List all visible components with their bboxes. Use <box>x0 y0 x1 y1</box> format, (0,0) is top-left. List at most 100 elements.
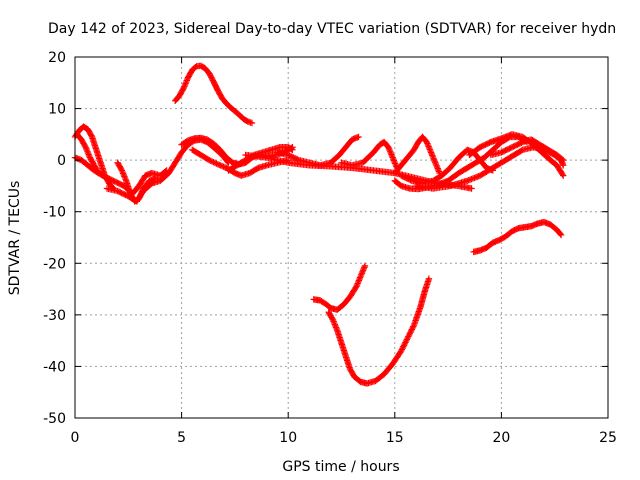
data-point <box>433 162 440 169</box>
x-axis-title: GPS time / hours <box>282 459 399 475</box>
data-point <box>386 146 393 154</box>
data-point <box>518 139 525 146</box>
data-point <box>385 145 393 152</box>
x-tick-label: 15 <box>386 430 404 446</box>
data-point <box>180 84 187 92</box>
y-tick-label: 0 <box>57 153 66 169</box>
data-point <box>217 162 224 169</box>
data-point <box>86 152 93 160</box>
grid-lines <box>75 57 608 418</box>
data-point <box>557 230 564 238</box>
data-point <box>390 155 397 163</box>
data-point <box>389 154 396 161</box>
data-point <box>207 73 214 80</box>
data-point <box>121 173 128 180</box>
data-point <box>425 275 433 282</box>
data-point <box>560 156 567 164</box>
data-point <box>289 146 296 154</box>
data-point <box>332 324 340 331</box>
data-point <box>288 145 295 153</box>
data-point <box>390 157 398 164</box>
data-point <box>357 272 364 280</box>
data-point <box>407 176 414 184</box>
data-point <box>427 147 434 155</box>
data-point <box>119 170 127 177</box>
data-point <box>430 155 437 162</box>
data-point <box>119 168 126 176</box>
data-point <box>216 161 223 169</box>
x-tick-label: 25 <box>599 430 617 446</box>
data-point <box>248 119 256 127</box>
y-tick-label: 20 <box>48 50 66 66</box>
y-tick-label: -40 <box>43 359 66 375</box>
data-point <box>427 149 435 156</box>
data-point <box>361 264 368 271</box>
data-point <box>220 163 227 170</box>
series-arc-11 <box>274 133 362 169</box>
data-point <box>207 157 214 165</box>
data-point <box>182 80 189 87</box>
data-point <box>330 319 338 327</box>
series-arc-6 <box>172 62 256 127</box>
data-point <box>353 283 360 290</box>
data-point <box>392 161 399 169</box>
data-point <box>397 347 405 355</box>
data-point <box>560 172 567 179</box>
data-point <box>387 149 395 157</box>
y-tick-label: -20 <box>43 256 66 272</box>
data-point <box>122 176 129 183</box>
data-point <box>208 74 215 81</box>
data-point <box>405 333 412 340</box>
data-point <box>468 185 475 192</box>
data-point <box>426 144 433 152</box>
data-point <box>430 156 438 163</box>
data-point <box>83 145 90 152</box>
data-point <box>356 274 364 281</box>
data-point <box>407 327 415 335</box>
data-point <box>355 133 362 141</box>
data-point <box>356 275 363 283</box>
data-point <box>210 159 217 166</box>
x-tick-label: 5 <box>177 430 186 446</box>
data-point <box>181 83 188 90</box>
series-arc-19 <box>310 262 369 313</box>
data-point <box>84 148 91 155</box>
data-points <box>71 62 567 387</box>
data-point <box>360 265 367 273</box>
data-point <box>424 141 432 149</box>
data-point <box>402 337 410 345</box>
series-arc-18 <box>487 136 567 164</box>
data-point <box>385 144 392 151</box>
data-point <box>410 323 417 330</box>
data-point <box>84 149 92 157</box>
data-point <box>179 86 187 93</box>
data-point <box>391 158 398 166</box>
data-point <box>432 159 439 166</box>
data-point <box>358 270 366 277</box>
data-point <box>329 316 337 324</box>
data-point <box>400 343 407 350</box>
data-point <box>359 267 367 274</box>
data-point <box>182 78 190 86</box>
y-axis-title: SDTVAR / TECUs <box>7 181 23 296</box>
data-point <box>120 171 127 179</box>
y-tick-label: -10 <box>43 205 66 221</box>
x-tick-label: 0 <box>71 430 80 446</box>
data-point <box>206 70 213 77</box>
data-point <box>424 140 431 147</box>
data-point <box>206 71 214 79</box>
data-point <box>329 315 336 322</box>
data-point <box>183 77 190 84</box>
data-point <box>181 81 189 89</box>
data-point <box>403 336 411 343</box>
data-point <box>432 160 440 168</box>
data-point <box>426 146 434 153</box>
data-point <box>213 160 220 167</box>
data-point <box>184 75 191 83</box>
y-tick-label: -30 <box>43 308 66 324</box>
data-point <box>352 284 359 291</box>
data-point <box>214 161 222 168</box>
data-point <box>398 346 406 353</box>
data-point <box>434 165 441 172</box>
